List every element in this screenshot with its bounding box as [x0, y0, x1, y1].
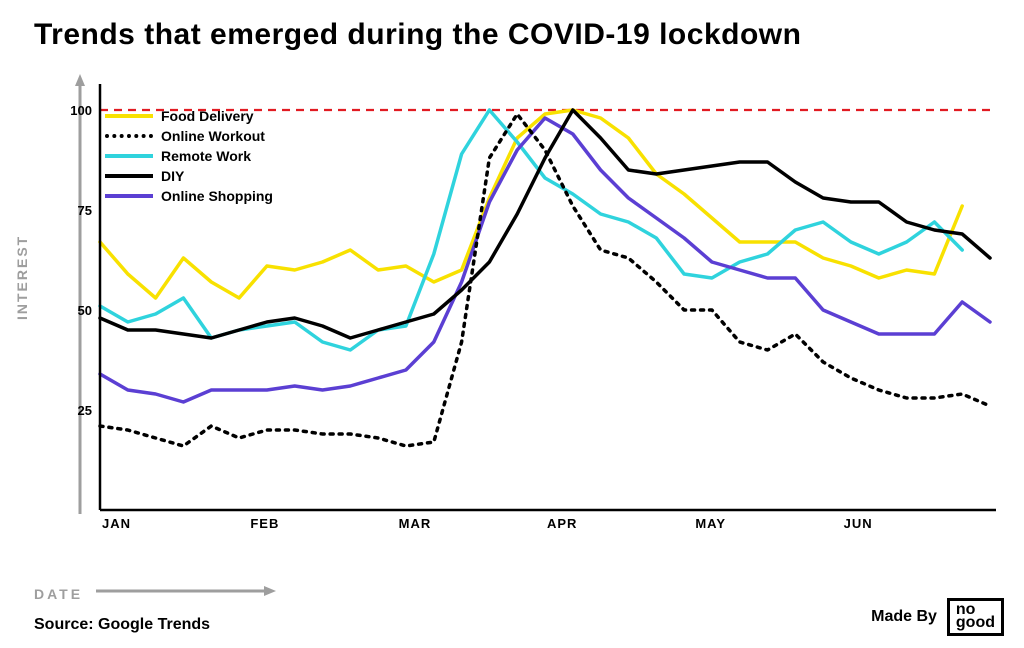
y-tick-label: 100	[70, 103, 92, 118]
x-tick-label: FEB	[250, 516, 279, 531]
source-label: Source: Google Trends	[34, 616, 210, 634]
x-tick-label: JUN	[844, 516, 873, 531]
y-tick-label: 75	[78, 203, 92, 218]
brand-logo: no good	[947, 598, 1004, 636]
y-tick-label: 25	[78, 403, 92, 418]
madeby: Made By no good	[871, 598, 1004, 636]
x-tick-label: MAR	[399, 516, 432, 531]
chart-area: 255075100JANFEBMARAPRMAYJUN Food Deliver…	[60, 70, 1000, 550]
series-diy	[100, 110, 990, 338]
series-food-delivery	[100, 110, 962, 298]
x-tick-label: APR	[547, 516, 577, 531]
chart-frame: { "title": "Trends that emerged during t…	[0, 0, 1024, 648]
y-tick-label: 50	[78, 303, 92, 318]
line-chart-svg: 25 50 75 100 JAN FEB MAR APR MAY JUN	[60, 70, 1000, 550]
x-axis-label: DATE	[34, 586, 83, 602]
brand-line-2: good	[956, 616, 995, 630]
y-axis-label: INTEREST	[14, 235, 30, 320]
x-tick-label: JAN	[102, 516, 131, 531]
series-online-workout	[100, 114, 990, 446]
chart-title: Trends that emerged during the COVID-19 …	[34, 18, 801, 52]
x-axis-arrow-icon	[96, 584, 276, 598]
madeby-label: Made By	[871, 608, 937, 626]
x-tick-label: MAY	[695, 516, 726, 531]
